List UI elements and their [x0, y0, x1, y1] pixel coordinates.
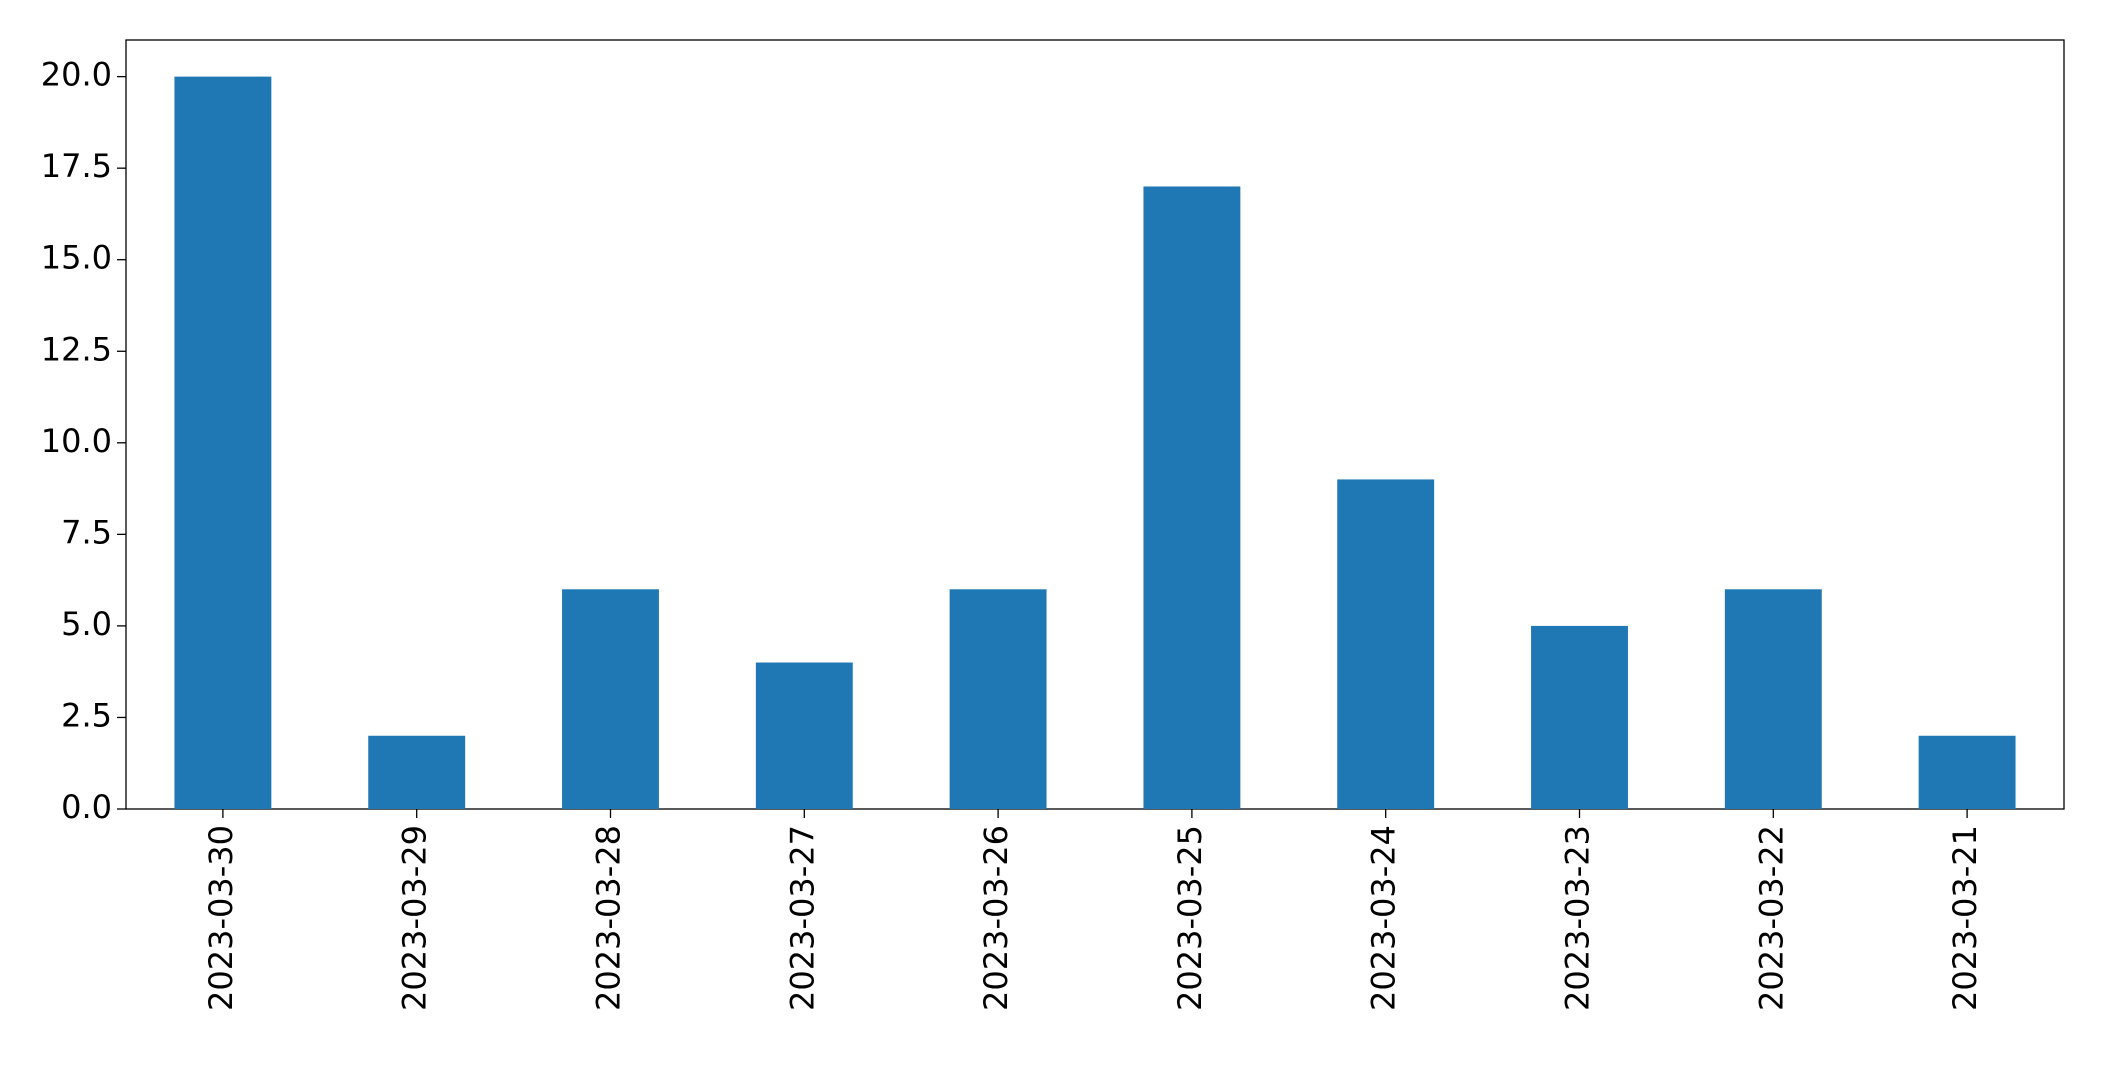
bar — [1143, 186, 1241, 809]
x-tick-label: 2023-03-27 — [783, 825, 821, 1011]
y-tick-label: 15.0 — [41, 239, 112, 277]
bar — [174, 76, 272, 810]
y-tick-label: 5.0 — [61, 605, 112, 643]
y-tick-label: 2.5 — [61, 696, 112, 734]
bar — [1918, 735, 2016, 809]
bar — [1724, 589, 1822, 809]
bar — [949, 589, 1047, 809]
bar — [1531, 625, 1628, 809]
x-tick-label: 2023-03-24 — [1365, 825, 1403, 1011]
y-tick-label: 17.5 — [41, 147, 112, 185]
y-tick-label: 10.0 — [41, 422, 112, 460]
y-tick-label: 12.5 — [41, 330, 112, 368]
x-tick-label: 2023-03-21 — [1946, 825, 1984, 1011]
bar — [368, 735, 466, 809]
bar — [1337, 479, 1435, 809]
axes-frame — [125, 39, 2065, 810]
x-tick-label: 2023-03-29 — [396, 825, 434, 1011]
bar — [755, 662, 853, 809]
y-tick-label: 20.0 — [41, 56, 112, 94]
x-tick-label: 2023-03-30 — [202, 825, 240, 1011]
x-tick-label: 2023-03-22 — [1752, 825, 1790, 1011]
x-tick-label: 2023-03-23 — [1559, 825, 1597, 1011]
y-tick-label: 7.5 — [61, 513, 112, 551]
y-tick-label: 0.0 — [61, 788, 112, 826]
x-tick-label: 2023-03-28 — [590, 825, 628, 1011]
x-tick-label: 2023-03-25 — [1171, 825, 1209, 1011]
x-tick-label: 2023-03-26 — [977, 825, 1015, 1011]
bar — [562, 589, 659, 809]
